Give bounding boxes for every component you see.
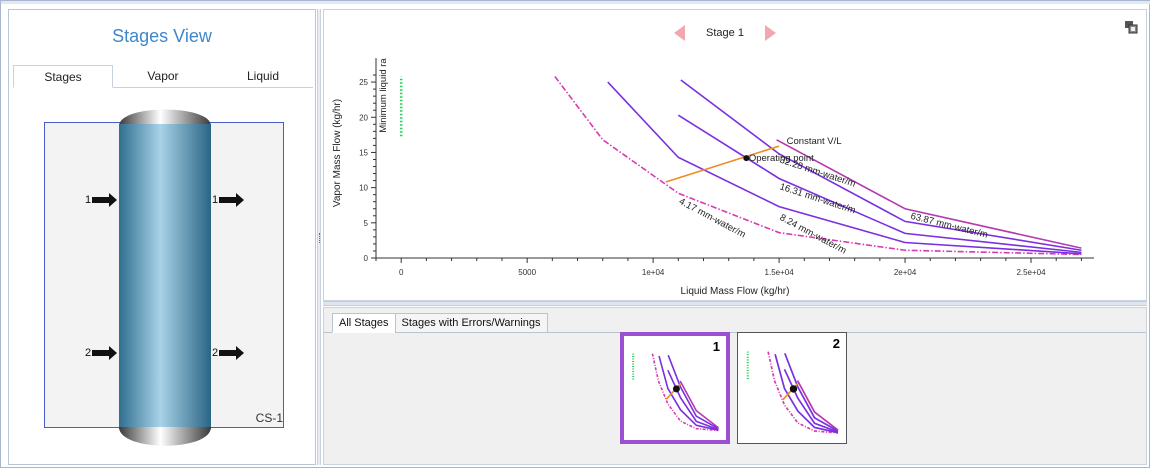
stream-number: 1 [212,194,219,206]
operating-point-marker [743,155,750,162]
right-arrow-icon [219,346,245,360]
thumbnail-series [658,355,719,431]
thumbnail-series [679,380,719,429]
tab-liquid[interactable]: Liquid [246,69,280,83]
thumbnail-series [667,354,719,430]
y-tick-label: 10 [359,184,368,193]
column-label: CS-1 [255,411,283,425]
y-tick-label: 25 [359,78,368,87]
right-arrow-icon [92,346,118,360]
thumbnail-series [667,370,719,431]
x-tick-label: 0 [399,268,404,277]
constant-vl-label: Constant V/L [787,136,842,147]
x-tick-label: 2e+04 [894,268,917,277]
x-tick-label: 5000 [518,268,536,277]
prev-stage-button[interactable] [670,23,690,43]
feed-stream-1-left[interactable]: 1 [85,193,118,207]
triangle-left-icon [674,25,685,41]
tab-stages[interactable]: Stages [13,65,113,88]
series-16-31-mm-water-m [677,114,1082,254]
right-arrow-icon [219,193,245,207]
stages-overview-pane: All Stages Stages with Errors/Warnings 1… [323,307,1147,465]
thumbnail-plot [632,353,719,432]
next-stage-button[interactable] [760,23,780,43]
series-32-28-mm-water-m [680,79,1082,252]
x-tick-label: 2.5e+04 [1016,268,1046,277]
view-options-icon[interactable] [1124,20,1138,34]
stage-thumbnail-2[interactable]: 2 [737,332,847,444]
series-4-17-mm-water-m [554,75,1082,256]
y-tick-label: 0 [364,254,369,263]
product-stream-2-right[interactable]: 2 [212,346,245,360]
feed-stream-2-left[interactable]: 2 [85,346,118,360]
stage-navigator: Stage 1 [670,22,780,44]
splitter-grip-icon[interactable] [319,233,321,243]
thumbnail-number: 1 [712,339,720,354]
pressure-drop-label-4-17: 4.17 mm-water/m [677,196,747,240]
column-vessel-icon[interactable] [119,96,211,456]
product-stream-1-right[interactable]: 1 [212,193,245,207]
operating-point-label: Operating point [749,153,814,164]
stage-thumbnail-1[interactable]: 1 [620,332,730,444]
thumbnail-series [774,354,839,434]
thumbnail-series [767,351,838,434]
stage-label: Stage 1 [706,27,744,39]
hydraulic-plot[interactable]: 0 5000 1e+04 1.5e+04 2e+04 2.5e+04 0 5 10 15 20 25 L… [324,10,1146,300]
tab-strip-divider [324,332,1146,333]
stream-number: 2 [85,347,92,359]
thumbnail-operating-point [789,385,798,393]
thumbnail-operating-point [672,385,680,393]
y-tick-label: 5 [364,219,369,228]
thumbnail-series [651,353,719,432]
series-63-87-mm-water-m [776,139,1082,249]
overview-tabs: All Stages Stages with Errors/Warnings [332,313,548,333]
triangle-right-icon [765,25,776,41]
horizontal-splitter[interactable] [323,301,1147,306]
x-tick-label: 1.5e+04 [765,268,795,277]
right-arrow-icon [92,193,118,207]
thumbnail-number: 2 [832,336,840,351]
tab-all-stages[interactable]: All Stages [332,313,396,333]
series-8-24-mm-water-m [607,81,1082,255]
minimum-liquid-rate-label: Minimum liquid ra [378,58,389,133]
window-top-border [1,1,1150,4]
panel-title: Stages View [112,26,212,46]
stage-chart-pane: 0 5000 1e+04 1.5e+04 2e+04 2.5e+04 0 5 10 15 20 25 L… [323,9,1147,301]
stage-tabs: Stages Vapor Liquid [13,65,313,88]
thumbnail-series [783,368,839,433]
x-tick-label: 1e+04 [642,268,665,277]
stream-number: 2 [212,347,219,359]
y-tick-label: 20 [359,113,368,122]
series-constant-v-l [665,145,780,183]
x-axis-label: Liquid Mass Flow (kg/hr) [681,286,790,297]
pressure-drop-label-63-87: 63.87 mm-water/m [909,211,989,241]
tab-vapor[interactable]: Vapor [147,69,179,83]
thumbnail-series [796,380,839,431]
y-tick-label: 15 [359,148,368,157]
y-axis-label: Vapor Mass Flow (kg/hr) [332,99,343,207]
stream-number: 1 [85,194,92,206]
stages-view-panel: Stages View Stages Vapor Liquid CS-1 [8,9,316,465]
tab-stages-with-errors[interactable]: Stages with Errors/Warnings [394,313,548,333]
thumbnail-plot [746,351,839,434]
thumbnail-series [784,352,839,432]
